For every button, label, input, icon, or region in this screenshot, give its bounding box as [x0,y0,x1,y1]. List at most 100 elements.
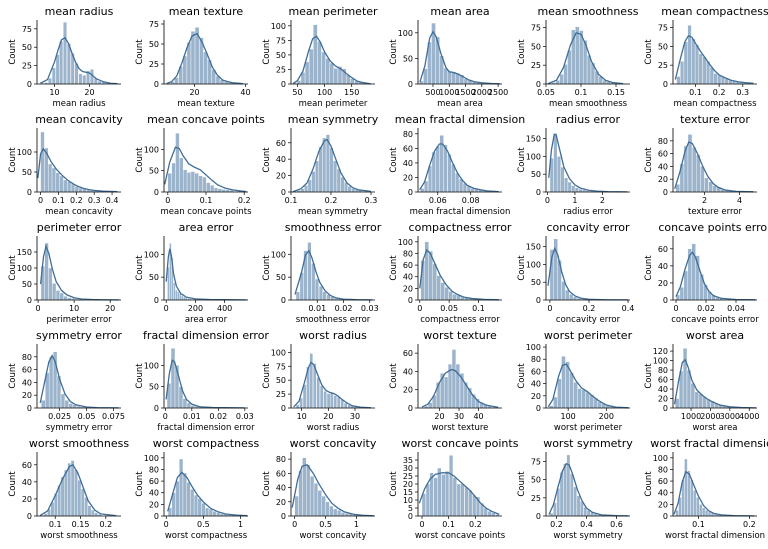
histogram-bar [325,58,330,85]
kde-curve [37,147,118,193]
subplot-title: perimeter error [37,221,122,234]
histogram-bar [690,383,696,409]
histogram-bar [74,469,78,517]
x-tick-label: 0 [545,196,550,205]
histogram-bar [567,49,572,85]
histogram-bar [67,181,72,193]
histogram-bar [448,291,453,301]
y-tick-label: 0 [154,80,159,89]
histogram-bar [336,168,341,193]
subplot-title: mean compactness [661,5,768,18]
y-tick-label: 40 [658,489,668,498]
histogram-bar [451,164,456,193]
x-tick-label: 0.2 [99,520,112,529]
x-tick-label: 0.1 [692,520,705,529]
x-tick-label: 0.01 [308,304,326,313]
y-tick-label: 100 [526,343,541,352]
subplot-title: symmetry error [36,329,122,342]
subplot-worst-concavity: 0 0.5 1 0 20 40 60 80 worst concavity worst conca… [262,437,377,541]
y-tick-label: 0 [154,404,159,413]
y-tick-label: 40 [22,478,32,487]
subplot-title: worst fractal dimension [650,437,768,450]
y-tick-label: 100 [17,148,32,157]
histogram-bar [186,42,192,85]
x-tick-label: 0.15 [607,88,625,97]
x-tick-label: 0.2 [713,88,726,97]
x-tick-label: 0.2 [238,196,251,205]
histogram-bar [329,147,334,193]
subplot-mean-symmetry: 0.1 0.2 0.3 0 20 40 60 mean symmetry mean symmet… [262,113,379,217]
histogram-bar [433,477,438,517]
y-tick-label: 100 [526,260,541,269]
histogram-bar [63,295,68,301]
y-tick-label: 50 [22,280,32,289]
y-axis-label: Count [389,147,399,173]
histogram-bar [70,183,76,193]
subplot-title: radius error [556,113,621,126]
histogram-bar [549,512,554,517]
histogram-bar [329,62,335,85]
histogram-bar [175,132,180,193]
x-tick-label: 200 [599,412,614,421]
y-tick-label: 0 [154,512,159,521]
x-tick-label: 50 [292,88,302,97]
y-axis-label: Count [644,363,654,389]
y-tick-label: 0 [27,296,32,305]
histogram-bar [319,385,324,409]
histogram-bar [314,278,320,301]
histogram-bar [307,179,312,193]
x-tick-label: 4 [737,196,742,205]
histogram-bar [487,511,492,517]
histogram-bar [40,131,45,193]
histogram-bar [315,160,320,193]
histogram-bar [67,462,72,517]
histogram-bar [561,281,566,301]
x-tick-label: 0.2 [70,196,83,205]
subplot-title: mean concave points [147,113,265,126]
y-axis-label: Count [262,363,272,389]
histogram-bar [687,470,691,517]
histogram-bar [553,133,558,193]
kde-curve [164,146,247,193]
x-tick-label: 0.5 [319,520,332,529]
y-axis-label: Count [389,255,399,281]
histogram-bar [304,185,309,193]
histogram-bar [436,275,441,301]
x-tick-label: 0.05 [440,304,458,313]
histogram-bar [190,31,196,85]
x-tick-label: 100 [317,88,332,97]
y-tick-label: 50 [22,168,32,177]
y-tick-label: 15 [403,488,413,497]
y-tick-label: 80 [658,366,668,375]
histogram-bar [313,483,319,517]
y-tick-label: 0 [154,296,159,305]
x-tick-label: 0.5 [197,520,210,529]
y-tick-label: 80 [403,249,413,258]
y-axis-label: Count [8,363,18,389]
kde-curve [292,138,372,193]
histogram-bar [337,510,342,517]
histogram-bar [693,490,697,517]
y-tick-label: 0 [27,404,32,413]
kde-curve [39,463,117,517]
histogram-bar [298,470,303,517]
histogram-bar [322,291,327,301]
x-tick-label: 200 [188,304,203,313]
histogram-bar [48,77,52,85]
subplot-title: mean concavity [35,113,123,126]
y-axis-label: Count [8,147,18,173]
y-tick-label: 100 [144,250,159,259]
y-tick-label: 60 [276,139,286,148]
y-axis-label: Count [517,147,527,173]
subplot-title: fractal dimension error [143,329,269,342]
x-tick-label: 20 [105,304,115,313]
histogram-bar [329,505,334,517]
subplot-title: smoothness error [285,221,382,234]
histogram-bar [80,488,85,517]
histogram-bar [441,474,446,517]
histogram-bar [171,162,176,193]
y-axis-label: Count [517,363,527,389]
y-tick-label: 80 [149,465,159,474]
